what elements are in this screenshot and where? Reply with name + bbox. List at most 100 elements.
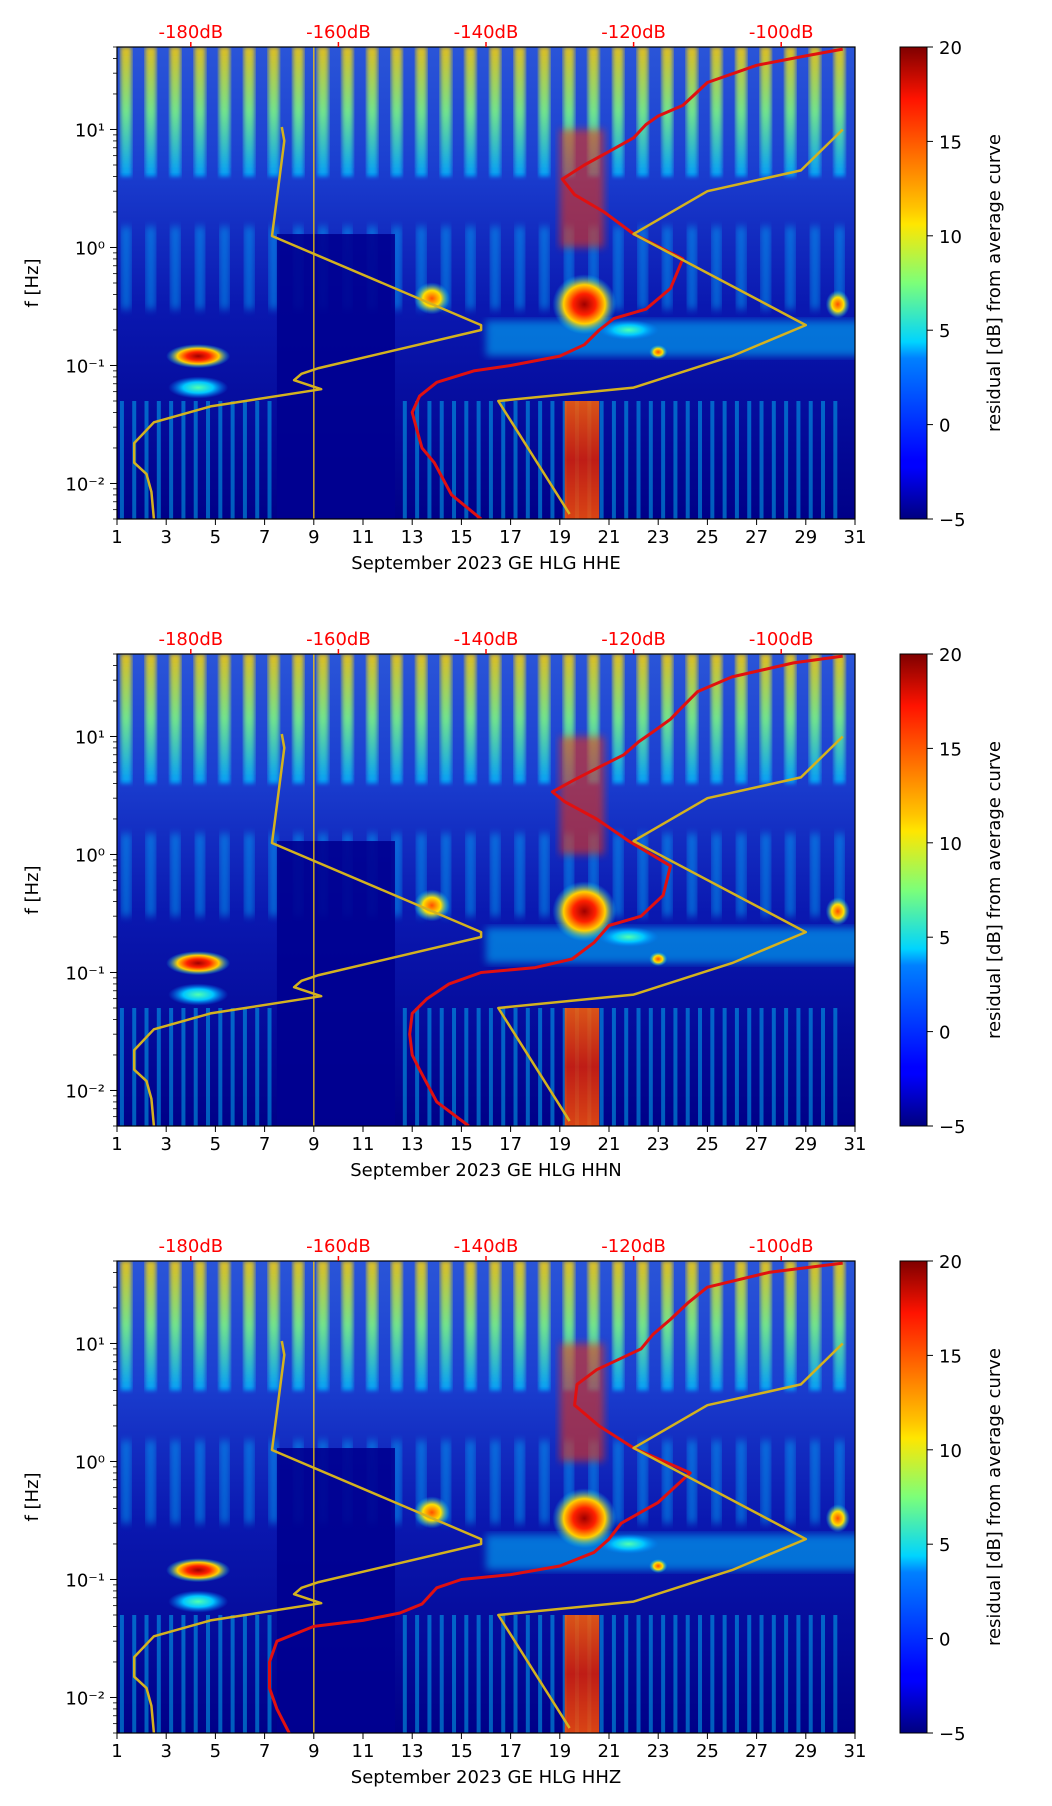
heatmap-background — [117, 1261, 855, 1733]
colorbar: 20 15 10 5 0 −5 residual [dB] from average cur… — [899, 1252, 1005, 1745]
day-stripe-mid — [121, 1440, 131, 1524]
low-freq-streak — [648, 401, 653, 519]
x-tick-label: 7 — [259, 1741, 270, 1762]
x-axis-label: September 2023 GE HLG HHE — [351, 553, 620, 574]
day-stripe-high — [809, 1261, 821, 1391]
colorbar-tick-label: 0 — [939, 1023, 950, 1044]
low-freq-streak — [169, 1615, 174, 1733]
curve-psd — [410, 47, 843, 519]
x-tick-label: 25 — [696, 1134, 719, 1155]
day-stripe-high — [268, 47, 280, 177]
day-stripe-high — [219, 47, 231, 177]
day-stripe-high — [194, 654, 206, 784]
day-stripe-mid — [539, 226, 549, 310]
day-stripe-mid — [220, 1440, 230, 1524]
heatmap-background — [117, 47, 855, 519]
event-blob — [413, 889, 450, 922]
quiet-region — [276, 1448, 395, 1733]
x-tick-label: 27 — [745, 527, 768, 548]
colorbar-tick-label: 15 — [939, 739, 962, 760]
day-stripe-high — [760, 47, 772, 177]
day-stripe-high — [391, 47, 403, 177]
y-tick-label: 10⁰ — [75, 845, 105, 866]
low-freq-streak — [144, 401, 149, 519]
low-freq-streak — [808, 1615, 813, 1733]
day-stripe-high — [784, 654, 796, 784]
low-freq-streak — [156, 401, 161, 519]
event-blob — [552, 274, 617, 335]
x-tick-label: 21 — [598, 1134, 621, 1155]
low-freq-streak — [661, 1008, 666, 1126]
x-tick-label: 11 — [352, 527, 375, 548]
event-blob — [598, 319, 659, 340]
day-stripe-high — [440, 1261, 452, 1391]
day-stripe-high — [342, 47, 354, 177]
low-freq-streak — [230, 1008, 235, 1126]
day-stripe-mid — [687, 226, 697, 310]
day-stripe-high — [219, 1261, 231, 1391]
y-axis-label: f [Hz] — [22, 258, 43, 307]
colorbar-tick-label: 20 — [939, 645, 962, 666]
low-freq-streak — [193, 1615, 198, 1733]
x-tick-label: 31 — [844, 1741, 867, 1762]
low-freq-streak — [796, 401, 801, 519]
day-stripe-high — [243, 654, 255, 784]
day-stripe-high — [415, 654, 427, 784]
day-stripe-high — [465, 654, 477, 784]
low-freq-streak — [821, 401, 826, 519]
top-db-label: -120dB — [601, 1236, 666, 1257]
low-freq-streak — [833, 1615, 838, 1733]
x-tick-label: 15 — [450, 527, 473, 548]
low-freq-streak — [415, 1615, 420, 1733]
day-stripe-mid — [220, 833, 230, 917]
low-freq-streak — [181, 401, 186, 519]
y-tick-label: 10⁰ — [75, 1452, 105, 1473]
low-freq-streak — [538, 1008, 543, 1126]
low-freq-streak — [156, 1008, 161, 1126]
low-freq-streak — [427, 401, 432, 519]
heatmap-area — [117, 1261, 855, 1733]
day-stripe-high — [342, 1261, 354, 1391]
low-freq-streak — [476, 1008, 481, 1126]
event-blob — [825, 290, 850, 319]
low-freq-streak — [181, 1615, 186, 1733]
low-freq-streak — [402, 1008, 407, 1126]
day-stripe-mid — [712, 833, 722, 917]
event-blob — [598, 926, 659, 947]
day-stripe-high — [711, 654, 723, 784]
day-stripe-high — [637, 654, 649, 784]
day-stripe-mid — [810, 1440, 820, 1524]
day-stripe-high — [637, 1261, 649, 1391]
day-stripe-high — [465, 47, 477, 177]
low-freq-streak — [636, 1008, 641, 1126]
event-blob — [649, 952, 668, 967]
low-freq-streak — [698, 1008, 703, 1126]
day-stripe-high — [415, 47, 427, 177]
x-tick-label: 11 — [352, 1741, 375, 1762]
day-stripe-mid — [269, 833, 279, 917]
colorbar-tick-label: 10 — [939, 227, 962, 248]
day-stripe-high — [711, 1261, 723, 1391]
low-freq-streak — [218, 401, 223, 519]
low-freq-streak — [476, 401, 481, 519]
day-stripe-high — [219, 654, 231, 784]
day-stripe-high — [612, 1261, 624, 1391]
colorbar-gradient — [899, 1260, 928, 1734]
day-stripe-mid — [515, 226, 525, 310]
low-freq-streak — [206, 1008, 211, 1126]
day-stripe-high — [120, 654, 132, 784]
top-db-label: -180dB — [158, 629, 223, 650]
y-tick-label: 10¹ — [75, 120, 105, 141]
x-tick-label: 23 — [647, 1134, 670, 1155]
storm-column — [564, 1008, 600, 1126]
low-freq-streak — [759, 401, 764, 519]
day-stripe-high — [243, 47, 255, 177]
low-freq-streak — [698, 1615, 703, 1733]
low-freq-streak — [193, 401, 198, 519]
top-db-label: -100dB — [749, 22, 814, 43]
day-stripe-high — [538, 654, 550, 784]
x-tick-label: 31 — [844, 527, 867, 548]
top-db-label: -100dB — [749, 629, 814, 650]
